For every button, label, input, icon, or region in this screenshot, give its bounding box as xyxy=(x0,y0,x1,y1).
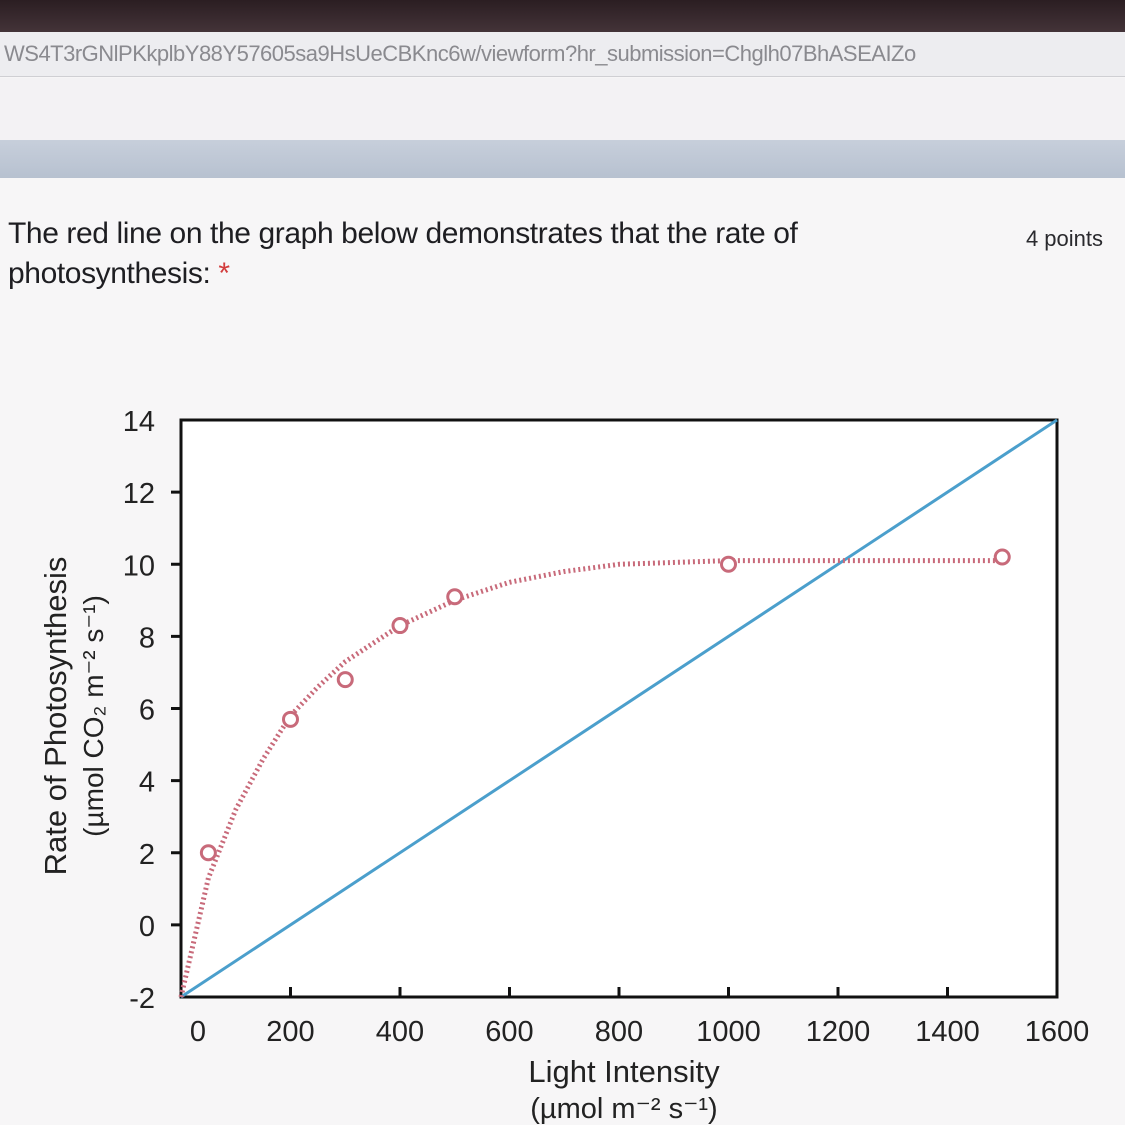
x-tick-label: 1600 xyxy=(1025,1016,1090,1048)
y-tick-label: 4 xyxy=(139,767,155,799)
x-tick-label: 1400 xyxy=(915,1016,980,1048)
y-axis-title: Rate of Photosynthesis xyxy=(38,557,73,876)
question-text: The red line on the graph below demonstr… xyxy=(8,217,798,290)
y-tick-label: 12 xyxy=(123,478,155,510)
x-tick-label: 0 xyxy=(190,1016,206,1048)
x-tick-label: 600 xyxy=(485,1016,533,1048)
red-data-point xyxy=(199,844,217,862)
blue-series-line xyxy=(180,418,1058,999)
x-tick-label: 200 xyxy=(266,1016,314,1048)
toolbar-strip xyxy=(0,78,1125,140)
red-data-point xyxy=(282,710,299,728)
y-tick-label: 14 xyxy=(123,406,155,438)
section-header-band xyxy=(0,140,1125,178)
red-data-point xyxy=(446,588,464,606)
points-label: 4 points xyxy=(1025,226,1103,251)
y-tick-label: 2 xyxy=(139,839,155,871)
y-axis-units: (µmol CO₂ m⁻² s⁻¹) xyxy=(78,595,109,837)
address-bar[interactable]: WS4T3rGNlPKkplbY88Y57605sa9HsUeCBKnc6w/v… xyxy=(0,32,1125,77)
red-data-point xyxy=(720,555,737,573)
y-tick-label: 10 xyxy=(123,550,155,582)
y-tick-label: 6 xyxy=(139,695,155,727)
required-marker: * xyxy=(218,257,230,290)
x-tick-label: 800 xyxy=(595,1016,643,1048)
red-data-point xyxy=(993,548,1011,566)
question-text-wrap: The red line on the graph below demonstr… xyxy=(8,214,888,294)
x-tick-label: 1000 xyxy=(696,1016,761,1048)
y-tick-label: 0 xyxy=(139,911,155,943)
y-tick-label: 8 xyxy=(139,622,155,654)
red-series-line xyxy=(178,558,1003,998)
red-data-point xyxy=(391,617,409,635)
x-axis-title: Light Intensity xyxy=(528,1054,720,1089)
photosynthesis-chart: -2 0 2 4 6 8 10 12 14 0 200 400 600 800 1000 1200 1400 16… xyxy=(38,406,1090,1125)
x-axis-units: (µmol m⁻² s⁻¹) xyxy=(530,1093,717,1125)
x-tick-label: 1200 xyxy=(806,1016,871,1048)
y-tick-label: -2 xyxy=(129,983,155,1015)
x-tick-label: 400 xyxy=(376,1016,424,1048)
red-data-point xyxy=(336,671,354,689)
